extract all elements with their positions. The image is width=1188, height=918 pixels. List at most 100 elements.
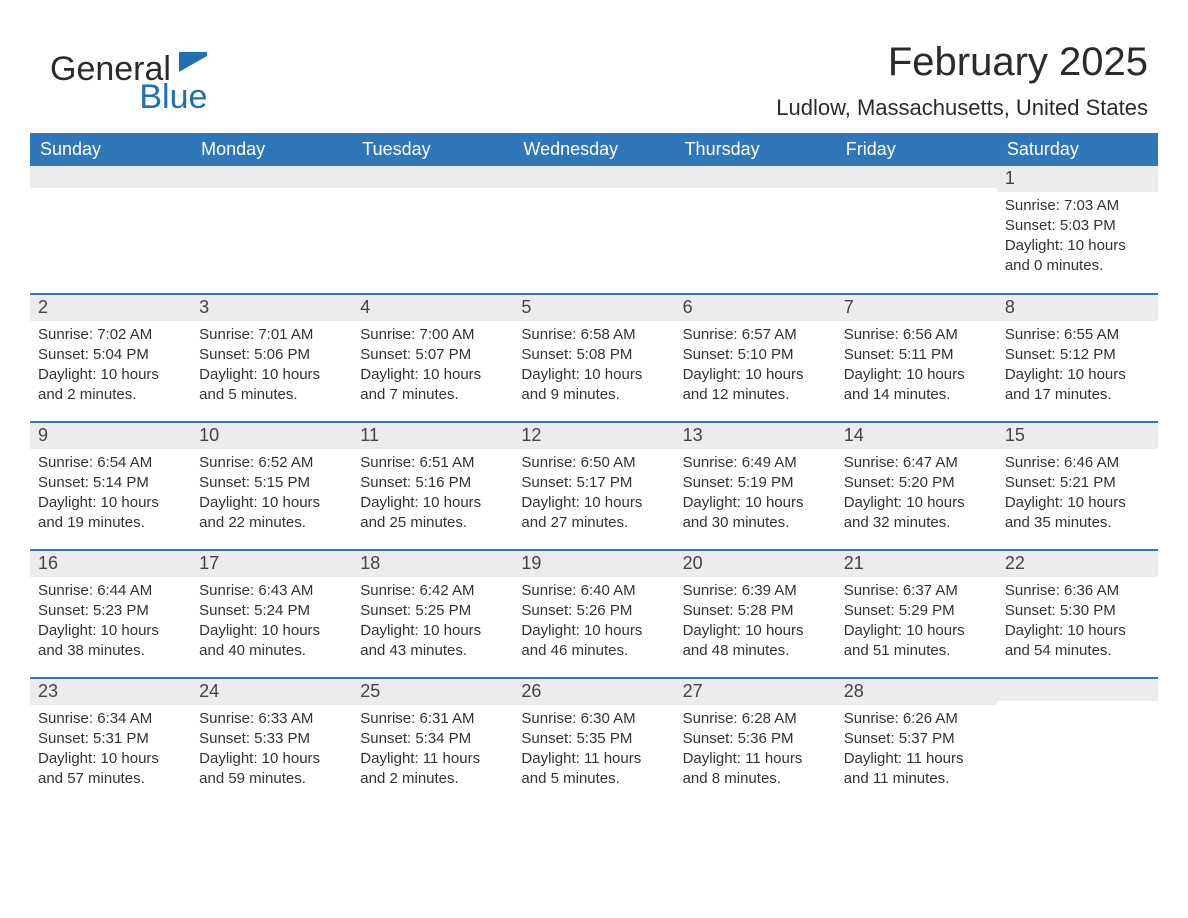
calendar-cell: 11Sunrise: 6:51 AMSunset: 5:16 PMDayligh… <box>352 422 513 550</box>
day-details: Sunrise: 6:26 AMSunset: 5:37 PMDaylight:… <box>836 705 997 798</box>
day-number: 2 <box>30 295 191 321</box>
calendar-cell: 1Sunrise: 7:03 AMSunset: 5:03 PMDaylight… <box>997 166 1158 294</box>
calendar-cell: 27Sunrise: 6:28 AMSunset: 5:36 PMDayligh… <box>675 678 836 806</box>
calendar-cell: 14Sunrise: 6:47 AMSunset: 5:20 PMDayligh… <box>836 422 997 550</box>
day-number <box>352 166 513 188</box>
day-sunrise: Sunrise: 6:28 AM <box>683 709 828 729</box>
day-sunset: Sunset: 5:14 PM <box>38 473 183 493</box>
day-details: Sunrise: 6:31 AMSunset: 5:34 PMDaylight:… <box>352 705 513 798</box>
day-details: Sunrise: 6:43 AMSunset: 5:24 PMDaylight:… <box>191 577 352 670</box>
calendar-cell: 21Sunrise: 6:37 AMSunset: 5:29 PMDayligh… <box>836 550 997 678</box>
day-sunrise: Sunrise: 6:40 AM <box>521 581 666 601</box>
day-details: Sunrise: 6:55 AMSunset: 5:12 PMDaylight:… <box>997 321 1158 414</box>
calendar-week: 1Sunrise: 7:03 AMSunset: 5:03 PMDaylight… <box>30 166 1158 294</box>
day-sunrise: Sunrise: 6:55 AM <box>1005 325 1150 345</box>
day-number: 12 <box>513 423 674 449</box>
day-number <box>997 679 1158 701</box>
day-details: Sunrise: 6:52 AMSunset: 5:15 PMDaylight:… <box>191 449 352 542</box>
day-number <box>30 166 191 188</box>
calendar-cell: 18Sunrise: 6:42 AMSunset: 5:25 PMDayligh… <box>352 550 513 678</box>
calendar-cell: 7Sunrise: 6:56 AMSunset: 5:11 PMDaylight… <box>836 294 997 422</box>
day-sunrise: Sunrise: 6:52 AM <box>199 453 344 473</box>
month-title: February 2025 <box>776 40 1148 85</box>
day-daylight: Daylight: 10 hours and 38 minutes. <box>38 621 183 662</box>
calendar-cell: 13Sunrise: 6:49 AMSunset: 5:19 PMDayligh… <box>675 422 836 550</box>
day-number: 13 <box>675 423 836 449</box>
calendar-cell <box>675 166 836 294</box>
day-daylight: Daylight: 11 hours and 8 minutes. <box>683 749 828 790</box>
day-details: Sunrise: 6:58 AMSunset: 5:08 PMDaylight:… <box>513 321 674 414</box>
header-row: General Blue February 2025 Ludlow, Massa… <box>30 40 1158 129</box>
day-details: Sunrise: 6:28 AMSunset: 5:36 PMDaylight:… <box>675 705 836 798</box>
day-daylight: Daylight: 10 hours and 54 minutes. <box>1005 621 1150 662</box>
day-sunset: Sunset: 5:19 PM <box>683 473 828 493</box>
calendar-cell: 2Sunrise: 7:02 AMSunset: 5:04 PMDaylight… <box>30 294 191 422</box>
calendar-cell <box>191 166 352 294</box>
day-sunrise: Sunrise: 6:54 AM <box>38 453 183 473</box>
day-daylight: Daylight: 10 hours and 14 minutes. <box>844 365 989 406</box>
weekday-header: Sunday <box>30 133 191 166</box>
day-daylight: Daylight: 10 hours and 19 minutes. <box>38 493 183 534</box>
calendar-cell: 3Sunrise: 7:01 AMSunset: 5:06 PMDaylight… <box>191 294 352 422</box>
day-daylight: Daylight: 10 hours and 57 minutes. <box>38 749 183 790</box>
day-sunrise: Sunrise: 6:46 AM <box>1005 453 1150 473</box>
day-sunset: Sunset: 5:21 PM <box>1005 473 1150 493</box>
day-sunrise: Sunrise: 6:58 AM <box>521 325 666 345</box>
calendar-cell: 24Sunrise: 6:33 AMSunset: 5:33 PMDayligh… <box>191 678 352 806</box>
day-details: Sunrise: 7:02 AMSunset: 5:04 PMDaylight:… <box>30 321 191 414</box>
day-daylight: Daylight: 10 hours and 35 minutes. <box>1005 493 1150 534</box>
day-details: Sunrise: 6:51 AMSunset: 5:16 PMDaylight:… <box>352 449 513 542</box>
day-sunset: Sunset: 5:28 PM <box>683 601 828 621</box>
calendar-week: 9Sunrise: 6:54 AMSunset: 5:14 PMDaylight… <box>30 422 1158 550</box>
day-details: Sunrise: 6:39 AMSunset: 5:28 PMDaylight:… <box>675 577 836 670</box>
weekday-header: Saturday <box>997 133 1158 166</box>
day-sunset: Sunset: 5:36 PM <box>683 729 828 749</box>
day-number: 21 <box>836 551 997 577</box>
day-number: 22 <box>997 551 1158 577</box>
calendar-week: 16Sunrise: 6:44 AMSunset: 5:23 PMDayligh… <box>30 550 1158 678</box>
weekday-header: Wednesday <box>513 133 674 166</box>
day-number: 23 <box>30 679 191 705</box>
day-sunrise: Sunrise: 6:44 AM <box>38 581 183 601</box>
calendar-cell: 5Sunrise: 6:58 AMSunset: 5:08 PMDaylight… <box>513 294 674 422</box>
day-sunset: Sunset: 5:25 PM <box>360 601 505 621</box>
calendar-cell <box>352 166 513 294</box>
brand-logo: General Blue <box>30 40 207 114</box>
day-sunset: Sunset: 5:08 PM <box>521 345 666 365</box>
day-sunset: Sunset: 5:23 PM <box>38 601 183 621</box>
day-number: 15 <box>997 423 1158 449</box>
calendar-cell <box>997 678 1158 806</box>
day-sunrise: Sunrise: 6:37 AM <box>844 581 989 601</box>
day-sunset: Sunset: 5:12 PM <box>1005 345 1150 365</box>
day-sunrise: Sunrise: 7:00 AM <box>360 325 505 345</box>
day-details: Sunrise: 6:47 AMSunset: 5:20 PMDaylight:… <box>836 449 997 542</box>
day-daylight: Daylight: 11 hours and 5 minutes. <box>521 749 666 790</box>
day-details: Sunrise: 6:57 AMSunset: 5:10 PMDaylight:… <box>675 321 836 414</box>
day-details: Sunrise: 6:33 AMSunset: 5:33 PMDaylight:… <box>191 705 352 798</box>
day-sunset: Sunset: 5:17 PM <box>521 473 666 493</box>
day-sunset: Sunset: 5:24 PM <box>199 601 344 621</box>
weekday-header: Monday <box>191 133 352 166</box>
day-details: Sunrise: 6:54 AMSunset: 5:14 PMDaylight:… <box>30 449 191 542</box>
day-details: Sunrise: 6:56 AMSunset: 5:11 PMDaylight:… <box>836 321 997 414</box>
day-sunrise: Sunrise: 6:34 AM <box>38 709 183 729</box>
day-sunrise: Sunrise: 6:39 AM <box>683 581 828 601</box>
day-daylight: Daylight: 10 hours and 48 minutes. <box>683 621 828 662</box>
day-sunset: Sunset: 5:07 PM <box>360 345 505 365</box>
day-daylight: Daylight: 10 hours and 2 minutes. <box>38 365 183 406</box>
day-number: 10 <box>191 423 352 449</box>
calendar-cell: 9Sunrise: 6:54 AMSunset: 5:14 PMDaylight… <box>30 422 191 550</box>
day-details: Sunrise: 6:42 AMSunset: 5:25 PMDaylight:… <box>352 577 513 670</box>
day-sunset: Sunset: 5:35 PM <box>521 729 666 749</box>
day-sunset: Sunset: 5:37 PM <box>844 729 989 749</box>
day-number: 8 <box>997 295 1158 321</box>
day-number: 6 <box>675 295 836 321</box>
day-number: 17 <box>191 551 352 577</box>
day-sunset: Sunset: 5:06 PM <box>199 345 344 365</box>
day-sunrise: Sunrise: 6:43 AM <box>199 581 344 601</box>
day-sunrise: Sunrise: 7:02 AM <box>38 325 183 345</box>
calendar-cell: 19Sunrise: 6:40 AMSunset: 5:26 PMDayligh… <box>513 550 674 678</box>
title-block: February 2025 Ludlow, Massachusetts, Uni… <box>776 40 1158 129</box>
calendar-cell <box>30 166 191 294</box>
calendar-cell: 10Sunrise: 6:52 AMSunset: 5:15 PMDayligh… <box>191 422 352 550</box>
